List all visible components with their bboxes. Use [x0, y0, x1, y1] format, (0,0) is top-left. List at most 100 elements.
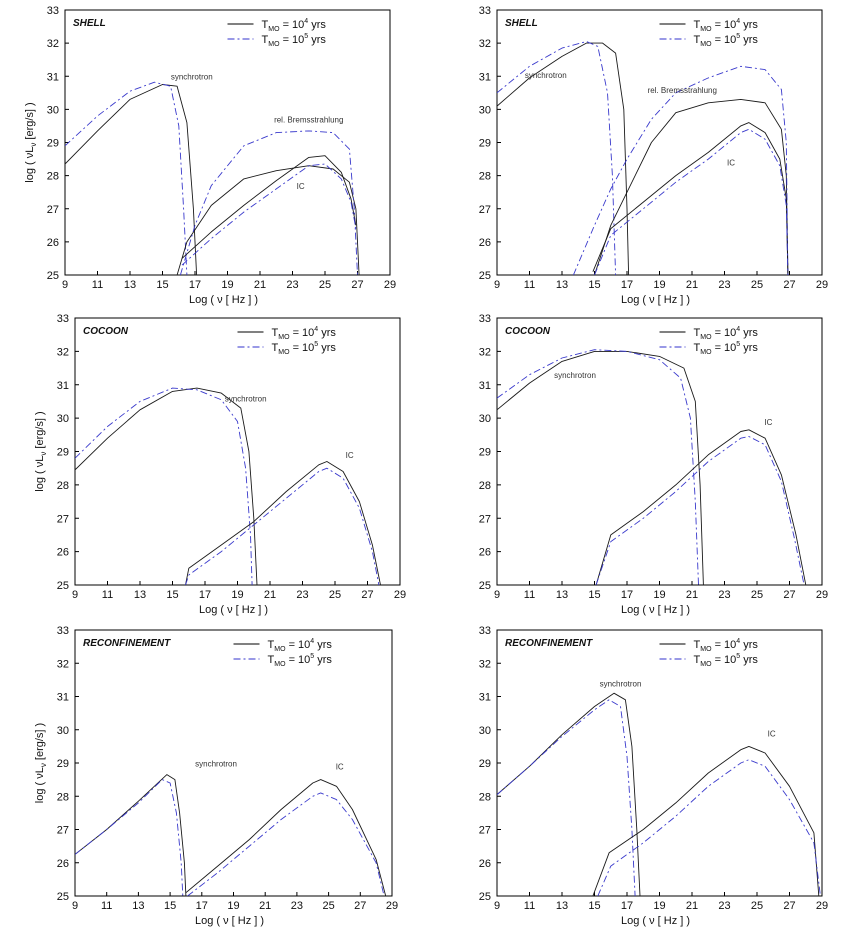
curve-label-rel: rel. Bremsstrahlung	[648, 86, 717, 95]
y-tick-label: 30	[479, 725, 491, 737]
x-tick-label: 23	[291, 900, 303, 912]
x-tick-label: 13	[556, 900, 568, 912]
x-tick-label: 27	[351, 279, 363, 291]
curve-label-ic: IC	[346, 451, 354, 460]
x-tick-label: 19	[653, 900, 665, 912]
y-tick-label: 30	[479, 413, 491, 425]
y-tick-label: 33	[57, 313, 69, 325]
y-tick-label: 32	[47, 38, 59, 50]
legend-entry: TMO = 105 yrs	[272, 341, 337, 356]
legend-entry: TMO = 104 yrs	[694, 18, 759, 33]
x-tick-label: 17	[196, 900, 208, 912]
x-tick-label: 29	[384, 279, 396, 291]
legend-entry: TMO = 104 yrs	[694, 638, 759, 653]
x-tick-label: 15	[156, 279, 168, 291]
legend-entry: TMO = 104 yrs	[694, 326, 759, 341]
series-synchrotron-1e5	[75, 779, 184, 896]
x-tick-label: 9	[72, 589, 78, 601]
y-tick-label: 25	[57, 891, 69, 903]
series-synchrotron-1e5	[497, 699, 636, 896]
y-tick-label: 31	[479, 380, 491, 392]
legend-entry: TMO = 105 yrs	[262, 33, 327, 48]
y-tick-label: 28	[47, 171, 59, 183]
x-tick-label: 19	[231, 589, 243, 601]
y-tick-label: 28	[57, 480, 69, 492]
series-synchrotron-1e5	[75, 387, 253, 585]
y-tick-label: 28	[479, 791, 491, 803]
y-tick-label: 27	[57, 825, 69, 837]
y-tick-label: 25	[57, 580, 69, 592]
y-tick-label: 31	[57, 380, 69, 392]
series-synchrotron-1e4	[497, 692, 641, 896]
series-rel.-1e4	[594, 98, 789, 275]
x-tick-label: 11	[524, 900, 535, 912]
y-tick-label: 29	[479, 758, 491, 770]
x-axis-label: Log ( ν [ Hz ] )	[621, 294, 690, 306]
x-tick-label: 21	[686, 589, 698, 601]
panel-title: COCOON	[505, 326, 551, 337]
x-tick-label: 11	[524, 279, 535, 291]
curve-label-synchrotron: synchrotron	[554, 371, 596, 380]
panel-cocoon-10kpc: 9 11 13 15 17 19 21 23 25 27 29 25 26 27 28 29 30 31 32 33 L…	[34, 313, 406, 616]
panel-shell-100kpc: 9 11 13 15 17 19 21 23 25 27 29 25 26 27 28 29 30 31 32 33 L…	[479, 5, 828, 306]
x-tick-label: 27	[361, 589, 373, 601]
panel-reconfinement-100kpc: 9 11 13 15 17 19 21 23 25 27 29 25 26 27 28 29 30 31 32 33 L…	[479, 625, 828, 927]
series-rel.-1e4	[176, 165, 360, 275]
y-tick-label: 33	[57, 625, 69, 637]
x-axis-label: Log ( ν [ Hz ] )	[621, 604, 690, 616]
x-tick-label: 9	[62, 279, 68, 291]
curve-label-ic: IC	[297, 182, 305, 191]
plot-frame	[496, 317, 823, 586]
curve-label-synchrotron: synchrotron	[525, 71, 567, 80]
series-ic-1e4	[592, 745, 820, 896]
curve-label-rel: rel. Bremsstrahlung	[274, 116, 343, 125]
series-ic-1e4	[185, 461, 381, 585]
x-tick-label: 21	[686, 900, 698, 912]
series-synchrotron-1e5	[65, 81, 188, 275]
x-tick-label: 15	[164, 900, 176, 912]
x-tick-label: 29	[816, 900, 828, 912]
curve-label-ic: IC	[727, 159, 735, 168]
x-tick-label: 19	[653, 589, 665, 601]
x-tick-label: 13	[134, 589, 146, 601]
series-rel.-1e5	[179, 130, 358, 275]
x-tick-label: 25	[751, 589, 763, 601]
x-tick-label: 23	[296, 589, 308, 601]
y-tick-label: 28	[479, 171, 491, 183]
y-tick-label: 33	[479, 313, 491, 325]
curve-label-synchrotron: synchrotron	[171, 73, 213, 82]
series-ic-1e4	[595, 429, 807, 585]
y-tick-label: 31	[47, 71, 59, 83]
series-ic-1e5	[597, 759, 821, 896]
y-tick-label: 27	[479, 204, 491, 216]
x-tick-label: 25	[319, 279, 331, 291]
x-tick-label: 27	[783, 900, 795, 912]
x-tick-label: 15	[166, 589, 178, 601]
series-synchrotron-1e4	[65, 84, 198, 275]
y-tick-label: 31	[57, 692, 69, 704]
series-ic-1e5	[595, 436, 805, 585]
x-tick-label: 27	[783, 279, 795, 291]
y-tick-label: 33	[479, 5, 491, 17]
x-tick-label: 9	[494, 279, 500, 291]
x-tick-label: 13	[124, 279, 136, 291]
y-tick-label: 27	[47, 204, 59, 216]
panel-title: SHELL	[505, 18, 538, 29]
curve-label-synchrotron: synchrotron	[225, 394, 267, 403]
y-tick-label: 28	[57, 791, 69, 803]
x-tick-label: 21	[264, 589, 276, 601]
x-tick-label: 19	[227, 900, 239, 912]
x-tick-label: 17	[199, 589, 211, 601]
x-tick-label: 27	[354, 900, 366, 912]
y-tick-label: 30	[57, 725, 69, 737]
y-tick-label: 30	[479, 104, 491, 116]
x-tick-label: 21	[259, 900, 271, 912]
x-tick-label: 9	[72, 900, 78, 912]
series-ic-1e5	[181, 163, 357, 266]
curve-label-synchrotron: synchrotron	[195, 759, 237, 768]
x-tick-label: 15	[588, 279, 600, 291]
legend-entry: TMO = 104 yrs	[272, 326, 337, 341]
x-tick-label: 15	[588, 900, 600, 912]
legend-entry: TMO = 105 yrs	[694, 33, 759, 48]
